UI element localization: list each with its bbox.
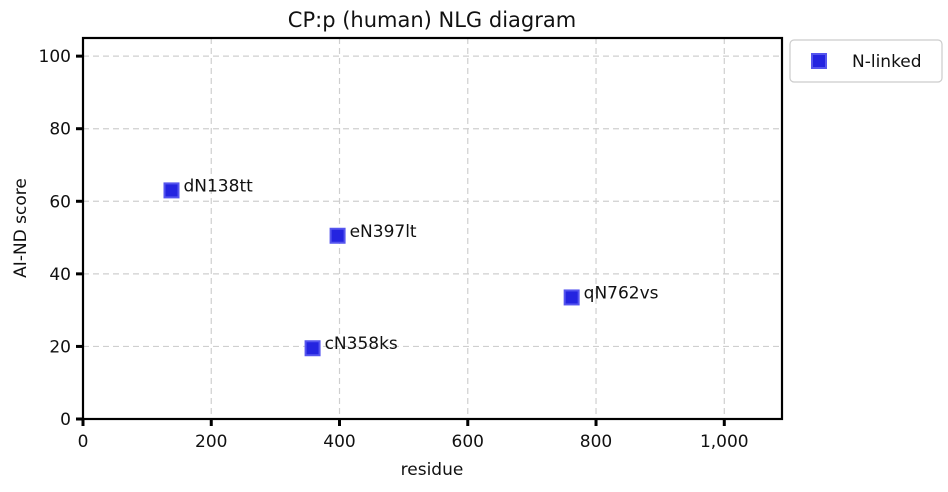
plot-frame bbox=[81, 36, 784, 421]
point-label: eN397lt bbox=[350, 222, 417, 242]
x-tick-label: 600 bbox=[452, 432, 484, 452]
data-point bbox=[163, 182, 180, 199]
point-label: cN358ks bbox=[325, 334, 398, 354]
x-tick-label: 0 bbox=[78, 432, 89, 452]
x-tick-label: 200 bbox=[195, 432, 227, 452]
legend-label-n-linked: N-linked bbox=[852, 52, 922, 72]
y-tick-label: 100 bbox=[39, 47, 71, 67]
point-label: qN762vs bbox=[584, 283, 659, 303]
data-point bbox=[563, 289, 580, 306]
y-tick-label: 20 bbox=[49, 337, 71, 357]
grid bbox=[82, 38, 782, 420]
data-point bbox=[304, 340, 321, 357]
data-point bbox=[329, 227, 346, 244]
x-tick-label: 800 bbox=[580, 432, 612, 452]
legend-marker-n-linked bbox=[811, 53, 827, 69]
x-tick-label: 1,000 bbox=[700, 432, 749, 452]
y-tick-label: 80 bbox=[49, 120, 71, 140]
y-tick-label: 60 bbox=[49, 192, 71, 212]
y-tick-label: 0 bbox=[60, 410, 71, 430]
y-tick-label: 40 bbox=[49, 265, 71, 285]
y-axis-label: AI-ND score bbox=[11, 178, 31, 278]
legend: N-linked bbox=[789, 39, 943, 83]
x-tick-label: 400 bbox=[323, 432, 355, 452]
data-points: dN138tt eN397lt qN762vs cN358ks bbox=[163, 176, 659, 357]
legend-box bbox=[789, 39, 943, 83]
axis-ticks: 0 200 400 600 800 1,000 0 20 40 60 80 100 bbox=[39, 47, 749, 452]
x-axis-label: residue bbox=[401, 460, 464, 480]
point-label: dN138tt bbox=[183, 176, 253, 196]
chart-title: CP:p (human) NLG diagram bbox=[288, 8, 576, 32]
